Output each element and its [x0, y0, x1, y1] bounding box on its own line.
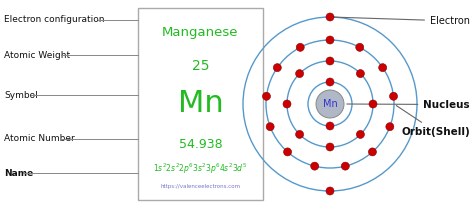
Text: Manganese: Manganese	[162, 27, 239, 40]
Circle shape	[266, 123, 274, 131]
Circle shape	[379, 64, 387, 72]
Circle shape	[386, 123, 394, 131]
Text: Atomic Number: Atomic Number	[4, 134, 75, 144]
Circle shape	[273, 64, 282, 72]
Text: 54.938: 54.938	[179, 138, 222, 151]
Circle shape	[296, 70, 303, 78]
Text: Atomic Weight: Atomic Weight	[4, 51, 70, 60]
Text: Mn: Mn	[178, 89, 223, 119]
Circle shape	[326, 187, 334, 195]
Circle shape	[296, 130, 303, 138]
Text: https://valenceelectrons.com: https://valenceelectrons.com	[160, 184, 241, 189]
Circle shape	[310, 162, 319, 170]
Text: Mn: Mn	[323, 99, 337, 109]
Circle shape	[326, 78, 334, 86]
Circle shape	[369, 100, 377, 108]
Circle shape	[326, 143, 334, 151]
Circle shape	[326, 122, 334, 130]
Text: Name: Name	[4, 169, 33, 178]
Circle shape	[356, 70, 365, 78]
Bar	[138, 8, 263, 200]
Text: Nucleus: Nucleus	[347, 99, 470, 110]
Circle shape	[296, 43, 304, 51]
Text: Electron configuration: Electron configuration	[4, 15, 104, 24]
Circle shape	[356, 43, 364, 51]
Text: $1s^{2}2s^{2}2p^{6}3s^{2}3p^{6}4s^{2}3d^{5}$: $1s^{2}2s^{2}2p^{6}3s^{2}3p^{6}4s^{2}3d^…	[154, 162, 247, 176]
Circle shape	[283, 148, 292, 156]
Circle shape	[326, 57, 334, 65]
Circle shape	[356, 130, 365, 138]
Circle shape	[263, 92, 271, 100]
Circle shape	[283, 100, 291, 108]
Circle shape	[316, 90, 344, 118]
Circle shape	[390, 92, 398, 100]
Circle shape	[326, 36, 334, 44]
Circle shape	[341, 162, 349, 170]
Circle shape	[368, 148, 376, 156]
Text: Orbit(Shell): Orbit(Shell)	[396, 106, 470, 137]
Text: Electron: Electron	[333, 16, 470, 26]
Circle shape	[326, 13, 334, 21]
Text: Symbol: Symbol	[4, 90, 38, 100]
Text: 25: 25	[192, 59, 209, 73]
